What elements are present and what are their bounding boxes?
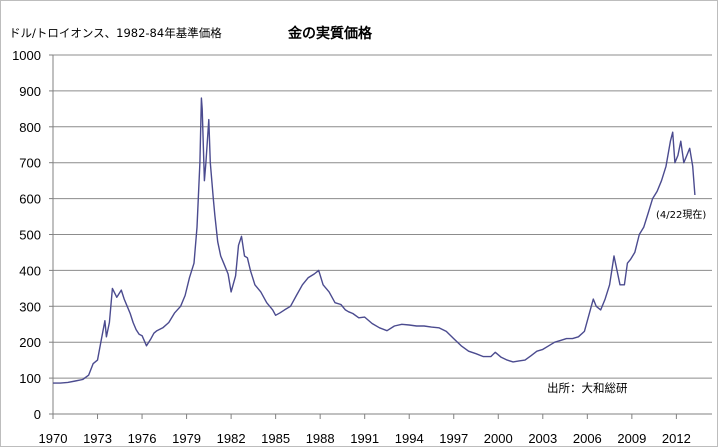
- y-tick-label: 600: [19, 192, 41, 207]
- current-date-annotation: (4/22現在): [656, 209, 706, 221]
- x-tick-label: 2006: [573, 431, 602, 446]
- x-tick-label: 2012: [662, 431, 691, 446]
- x-tick-label: 1991: [350, 431, 379, 446]
- y-tick-label: 700: [19, 156, 41, 171]
- x-tick-label: 1988: [306, 431, 335, 446]
- grid-layer: [53, 54, 712, 379]
- x-tick-label: 1979: [172, 431, 201, 446]
- y-tick-label: 400: [19, 263, 41, 278]
- y-tick-label: 500: [19, 228, 41, 243]
- series-line-real-gold-price: [53, 97, 696, 384]
- y-tick-label: 900: [19, 84, 41, 99]
- unit-label: ドル/トロイオンス、1982-84年基準価格: [9, 26, 222, 40]
- x-tick-label: 1973: [83, 431, 112, 446]
- source-note: 出所：大和総研: [547, 381, 628, 395]
- y-tick-label: 100: [19, 371, 41, 386]
- x-tick-label: 2003: [528, 431, 557, 446]
- y-tick-label: 1000: [12, 48, 41, 63]
- y-tick-label: 200: [19, 335, 41, 350]
- x-tick-label: 2000: [484, 431, 513, 446]
- y-axis: 0 100 200 300 400 500 600 700 800 900 1000: [12, 48, 53, 422]
- chart-title: 金の実質価格: [287, 25, 373, 42]
- x-tick-label: 1997: [439, 431, 468, 446]
- y-tick-label: 0: [34, 407, 41, 422]
- x-tick-label: 1985: [261, 431, 290, 446]
- y-tick-label: 300: [19, 299, 41, 314]
- x-tick-label: 2009: [617, 431, 646, 446]
- y-tick-label: 800: [19, 120, 41, 135]
- x-tick-label: 1982: [217, 431, 246, 446]
- x-tick-label: 1994: [395, 431, 424, 446]
- x-tick-label: 1970: [39, 431, 68, 446]
- x-tick-label: 1976: [128, 431, 157, 446]
- x-axis: 1970 1973 1976 1979 1982 1985 1988 1991 1994 1997…: [39, 414, 691, 446]
